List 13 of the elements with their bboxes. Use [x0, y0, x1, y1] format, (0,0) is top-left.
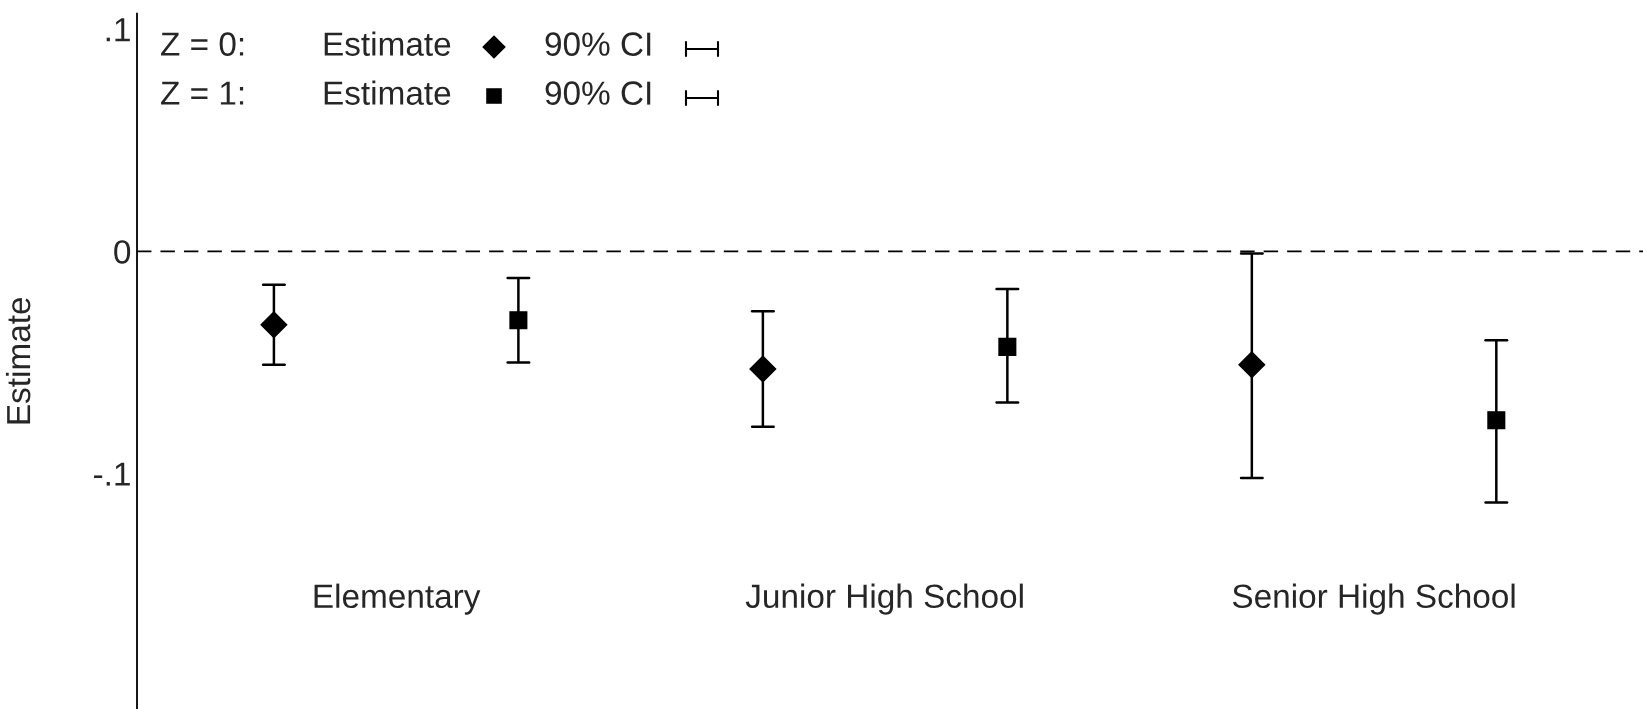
annotation: 90% CI — [545, 81, 651, 105]
x-tick-label: Senior High School — [1232, 583, 1515, 615]
annotation: Estimate — [324, 80, 451, 105]
x-tick-label: Elementary — [314, 583, 481, 615]
y-tick-label: .1 — [106, 18, 130, 42]
annotation: 90% CI — [545, 32, 651, 56]
annotation: Estimate — [324, 31, 451, 56]
annotation: Z = 0: — [161, 32, 244, 56]
annotation: Z = 1: — [161, 81, 244, 105]
y-tick-label: 0 — [114, 240, 131, 264]
y-axis-title: Estimate — [5, 297, 31, 424]
x-tick-label: Junior High School — [745, 583, 1023, 615]
y-tick-label: -.1 — [94, 462, 130, 486]
